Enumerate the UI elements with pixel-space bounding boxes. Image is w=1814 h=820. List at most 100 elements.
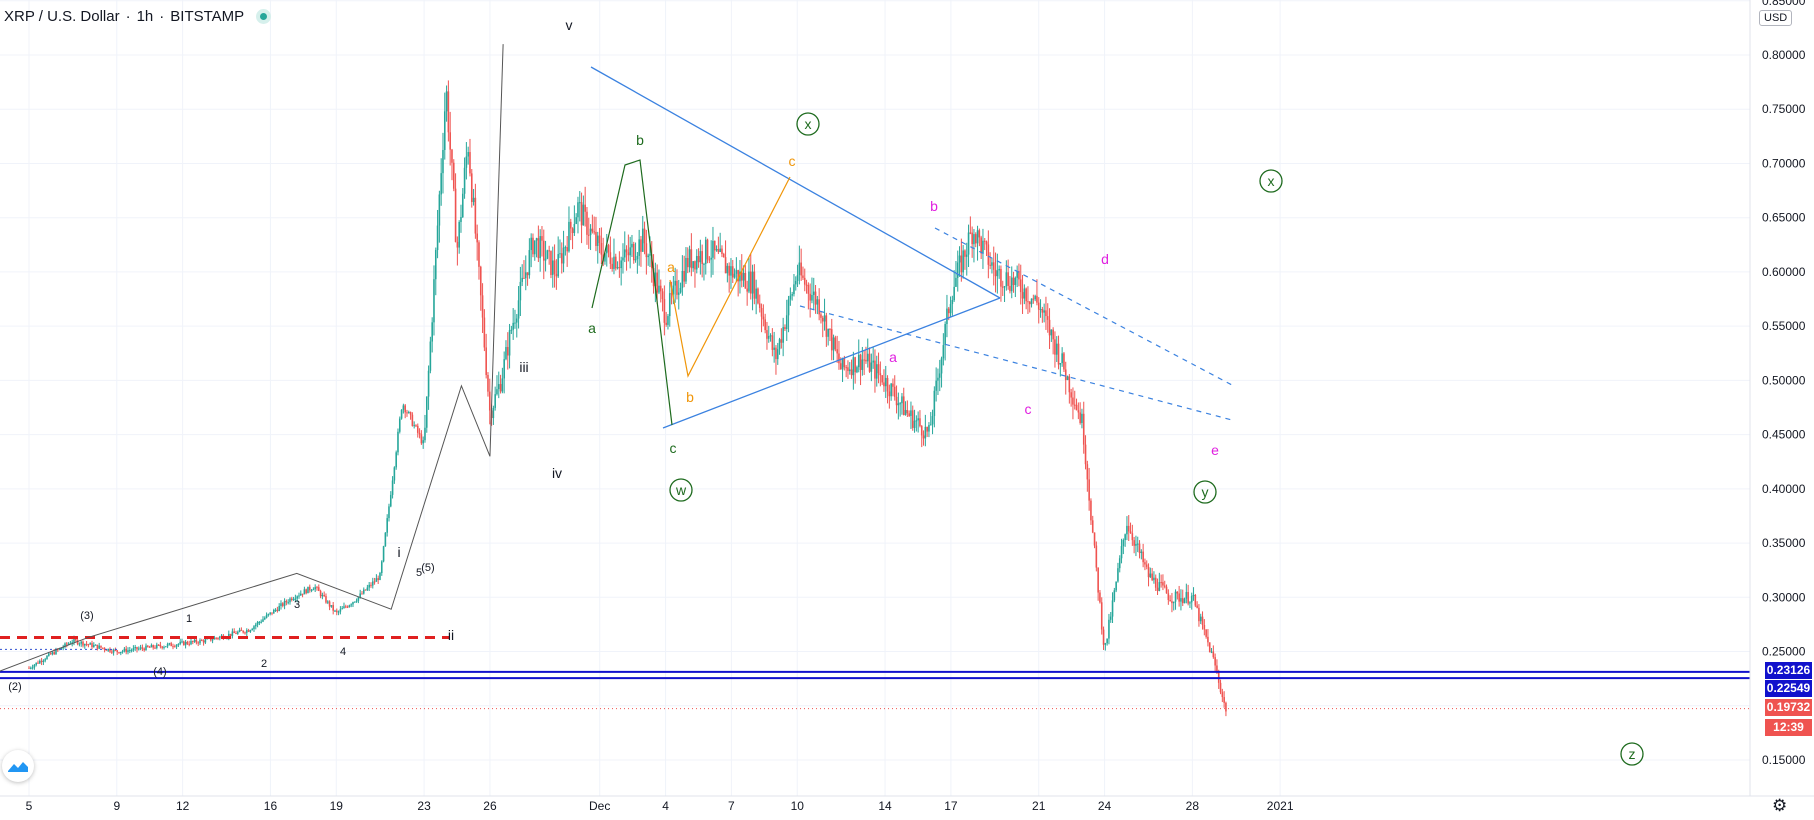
candle-body	[1018, 270, 1020, 280]
candle-body	[758, 303, 761, 308]
candle-body	[596, 235, 599, 246]
candle-body	[760, 307, 763, 317]
candle-body	[595, 231, 597, 246]
candle-body	[47, 653, 50, 656]
candle-body	[1223, 697, 1225, 703]
candle-body	[87, 644, 90, 646]
time-axis-tick: 4	[662, 799, 669, 813]
candle-body	[429, 341, 432, 371]
candle-body	[766, 330, 768, 339]
candle-body	[1133, 540, 1135, 546]
candle-body	[802, 275, 804, 278]
candle-body	[1129, 531, 1132, 534]
currency-label[interactable]: USD	[1759, 10, 1793, 26]
candle-body	[1153, 577, 1155, 581]
candle-body	[1003, 286, 1006, 288]
candle-body	[973, 234, 975, 245]
candle-body	[654, 272, 657, 287]
candle-body	[818, 299, 820, 315]
candle-body	[946, 308, 948, 325]
candle-body	[1097, 567, 1099, 593]
candle-body	[881, 375, 883, 383]
candle-body	[510, 329, 513, 331]
candle-body	[1016, 270, 1018, 278]
price-axis-tick: 0.45000	[1762, 428, 1806, 442]
candle-body	[686, 257, 689, 268]
candle-body	[339, 609, 342, 612]
candle-body	[872, 360, 874, 363]
candle-body	[663, 299, 666, 323]
candle-body	[55, 649, 57, 655]
candle-body	[263, 617, 266, 620]
candle-body	[884, 377, 887, 387]
candle-body	[267, 613, 270, 615]
wave-label-iii: iii	[519, 359, 528, 375]
candle-body	[1108, 619, 1110, 639]
candle-body	[589, 228, 592, 236]
candle-body	[217, 638, 219, 640]
candle-body	[28, 667, 30, 669]
gear-icon[interactable]: ⚙	[1772, 796, 1788, 815]
candle-body	[235, 633, 237, 635]
candle-body	[865, 359, 867, 362]
candle-body	[955, 277, 957, 287]
candle-body	[841, 358, 844, 370]
time-axis-tick: 12	[176, 799, 190, 813]
candle-body	[470, 173, 473, 203]
tradingview-logo-icon[interactable]	[2, 750, 34, 782]
candle-body	[1163, 585, 1166, 587]
candle-body	[143, 648, 145, 651]
candle-body	[771, 335, 774, 350]
time-axis-tick: 7	[728, 799, 735, 813]
symbol-header[interactable]: XRP / U.S. Dollar · 1h · BITSTAMP	[4, 8, 268, 25]
candle-body	[1005, 272, 1008, 287]
candle-body	[821, 317, 824, 322]
candle-body	[499, 384, 502, 392]
candle-body	[796, 275, 799, 281]
wave-label-magenta-d: d	[1101, 251, 1109, 267]
candle-body	[803, 277, 806, 285]
wave-label-v: v	[566, 17, 573, 33]
candle-body	[1000, 268, 1002, 287]
candle-body	[1174, 591, 1177, 602]
candle-body	[778, 339, 781, 350]
candle-body	[1181, 598, 1184, 604]
last-price-label: 0.19732	[1765, 699, 1812, 716]
candle-body	[397, 431, 399, 453]
candle-body	[215, 637, 217, 639]
candle-body	[924, 426, 927, 439]
candle-body	[1183, 598, 1186, 604]
candle-body	[199, 640, 201, 644]
candle-body	[398, 418, 401, 432]
candle-body	[1045, 310, 1047, 317]
impulse-wave-lines	[0, 44, 504, 672]
triangle-lower-line	[662, 297, 1001, 429]
candle-body	[78, 643, 81, 645]
candle-body	[1203, 625, 1206, 630]
candle-body	[407, 411, 410, 413]
candle-body	[116, 650, 118, 653]
wave-label-green-a: a	[588, 320, 596, 336]
candle-body	[244, 632, 246, 634]
candle-body	[764, 319, 766, 331]
candle-body	[1180, 598, 1182, 602]
candle-body	[569, 221, 572, 229]
candle-body	[757, 288, 759, 304]
candle-body	[159, 644, 162, 647]
candle-body	[893, 386, 896, 397]
candle-body	[1084, 444, 1087, 465]
candle-body	[1154, 577, 1157, 588]
candle-body	[848, 369, 851, 372]
candle-body	[436, 225, 439, 251]
candle-body	[195, 639, 198, 643]
candle-body	[845, 367, 847, 369]
candle-body	[469, 152, 471, 174]
wave-abc-orange	[669, 176, 791, 378]
candle-body	[44, 659, 46, 661]
candle-body	[425, 396, 428, 428]
wave-label-circle-y-ring	[1193, 480, 1217, 504]
candle-body	[613, 256, 615, 269]
candle-body	[287, 602, 289, 604]
candle-body	[721, 248, 723, 254]
